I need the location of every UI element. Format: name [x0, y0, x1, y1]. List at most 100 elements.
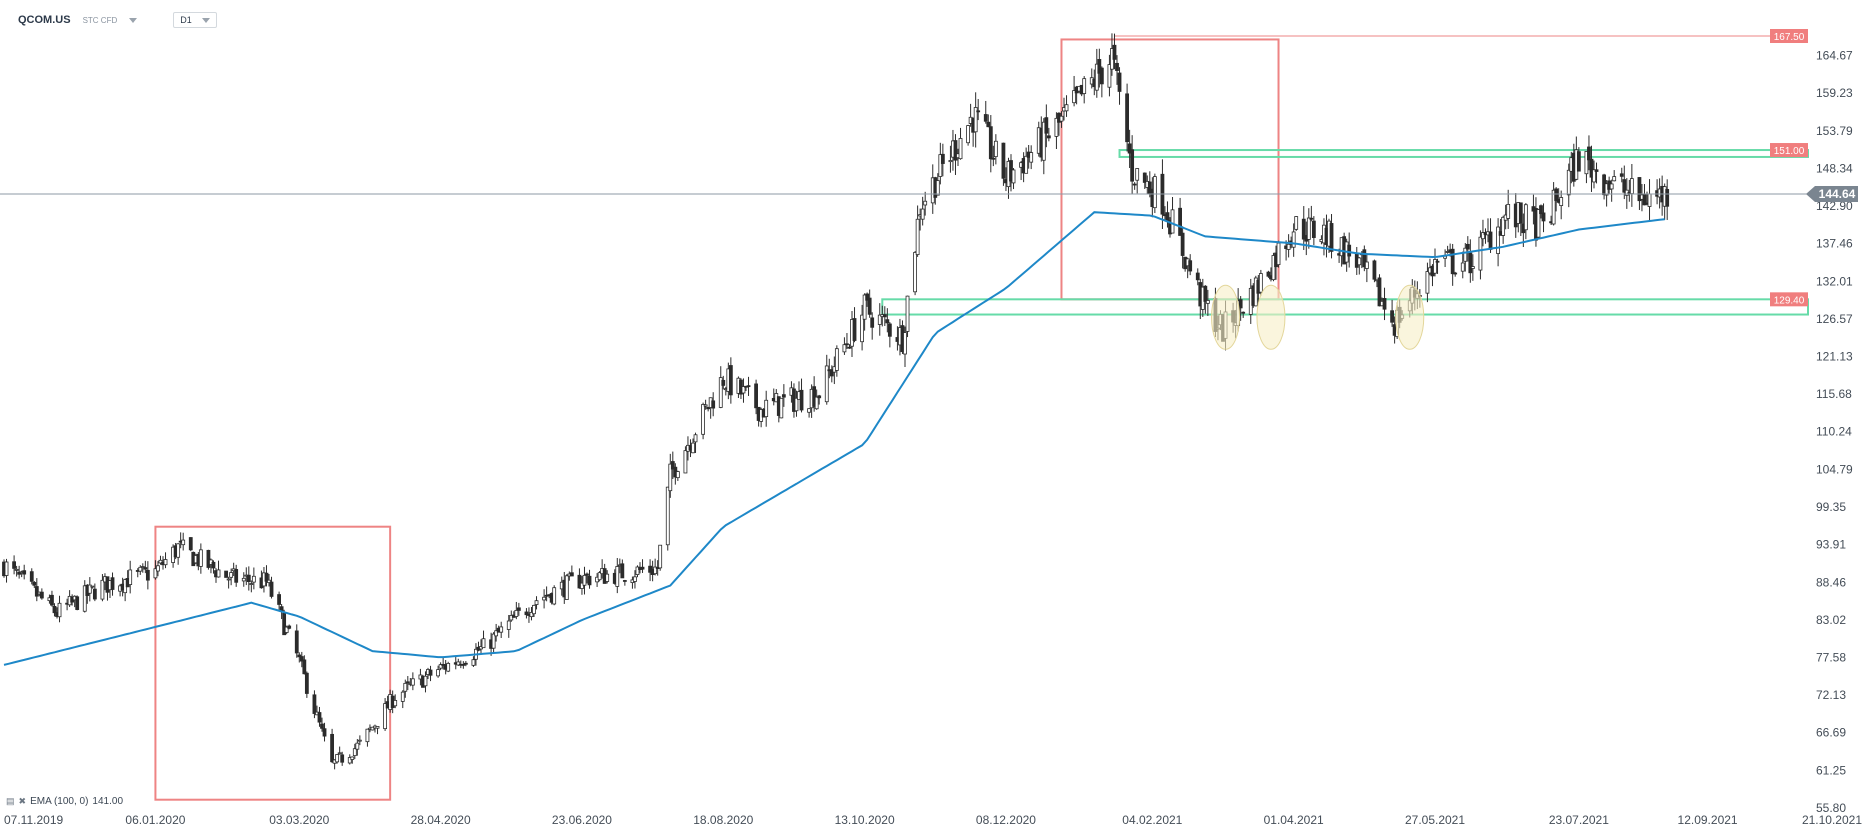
instrument-type-label: STC CFD [82, 15, 118, 25]
candle [693, 432, 698, 453]
candle-body [12, 561, 16, 569]
candle-body [862, 294, 867, 320]
candle [1132, 182, 1137, 190]
candle [754, 379, 758, 415]
candle [355, 739, 360, 756]
candle [552, 585, 557, 606]
level-badge[interactable] [1770, 292, 1808, 307]
candle-body [337, 752, 342, 755]
candle-body [1258, 273, 1263, 293]
symbol-dropdown-icon[interactable] [129, 17, 138, 23]
y-tick-label: 115.68 [1816, 387, 1852, 401]
candle-body [1311, 220, 1316, 238]
candle-body [920, 208, 925, 220]
candle-body [718, 377, 723, 408]
candle [862, 293, 867, 331]
current-price-badge[interactable] [1806, 185, 1858, 202]
candle-body [340, 754, 345, 763]
candle-body [1506, 203, 1511, 219]
candle-body [711, 400, 716, 409]
y-tick-label: 93.91 [1816, 538, 1846, 552]
candle-body [1301, 218, 1306, 240]
candle-body [701, 404, 705, 435]
candle-body [1541, 212, 1546, 222]
support-resistance-zone[interactable] [881, 298, 1809, 316]
candle [181, 532, 186, 551]
candle [4, 558, 9, 583]
candle-body [246, 574, 251, 583]
candle-body [226, 578, 231, 581]
candle [1622, 165, 1627, 200]
candle-body [915, 218, 920, 255]
candle [1127, 129, 1132, 169]
level-badge[interactable] [1770, 143, 1808, 158]
symbol-label[interactable]: QCOM.US [18, 14, 71, 26]
candle-body [181, 539, 186, 546]
candle-body [506, 620, 511, 630]
candle [251, 567, 256, 590]
candle-body [885, 319, 890, 324]
candle [438, 662, 443, 671]
pattern-ellipse[interactable] [1211, 284, 1241, 350]
candle [1001, 142, 1006, 186]
y-tick-label: 61.25 [1816, 763, 1846, 777]
candle [393, 694, 398, 709]
candle [269, 576, 274, 599]
candle [524, 608, 529, 619]
candle-body [824, 365, 829, 403]
candle-body [534, 600, 539, 605]
x-tick-label: 07.11.2019 [4, 813, 63, 827]
candle [993, 134, 998, 165]
y-tick-label: 137.46 [1816, 237, 1853, 251]
candle-body [297, 654, 302, 658]
level-badge[interactable] [1770, 29, 1808, 43]
candle [615, 557, 620, 594]
y-tick-label: 132.01 [1816, 274, 1853, 288]
timeframe-select[interactable]: D1 [173, 12, 217, 28]
close-icon[interactable]: ✖ [18, 796, 27, 806]
candle [17, 565, 22, 579]
ema-line[interactable] [3, 211, 1665, 666]
candle-body [110, 577, 115, 590]
candle [370, 726, 375, 731]
candle [585, 572, 589, 584]
candle [1205, 289, 1210, 316]
candle [163, 552, 168, 569]
candle [516, 602, 521, 616]
candle [1097, 48, 1102, 88]
candle [814, 389, 819, 410]
candle [1435, 258, 1440, 274]
candle-body [156, 565, 160, 572]
candle-body [128, 569, 133, 585]
candle-body [1362, 249, 1367, 268]
candle-body [988, 126, 993, 160]
candle [683, 446, 688, 474]
candle [938, 142, 943, 185]
pattern-ellipse[interactable] [1395, 284, 1425, 350]
candle [976, 99, 981, 121]
pattern-ellipse[interactable] [1256, 284, 1286, 350]
candle-body [87, 584, 92, 594]
highlight-box[interactable] [154, 525, 392, 801]
candle [847, 344, 852, 349]
candle [403, 679, 408, 698]
candle [514, 601, 519, 620]
candle [721, 375, 726, 390]
bars-icon[interactable]: ▤ [6, 796, 15, 806]
candle-body [1629, 178, 1634, 194]
candle-body [1377, 277, 1382, 307]
candle-body [34, 586, 39, 597]
candle [52, 603, 57, 617]
candle-body [57, 602, 62, 618]
candle [887, 322, 892, 348]
candle-body [370, 726, 375, 731]
candle [267, 573, 271, 587]
candle-body [1584, 151, 1589, 175]
support-resistance-zone[interactable] [1118, 149, 1809, 158]
candle-body [845, 343, 849, 346]
candle [799, 378, 804, 413]
candle [1286, 234, 1291, 258]
candle-body [516, 607, 521, 611]
candle [569, 565, 574, 577]
